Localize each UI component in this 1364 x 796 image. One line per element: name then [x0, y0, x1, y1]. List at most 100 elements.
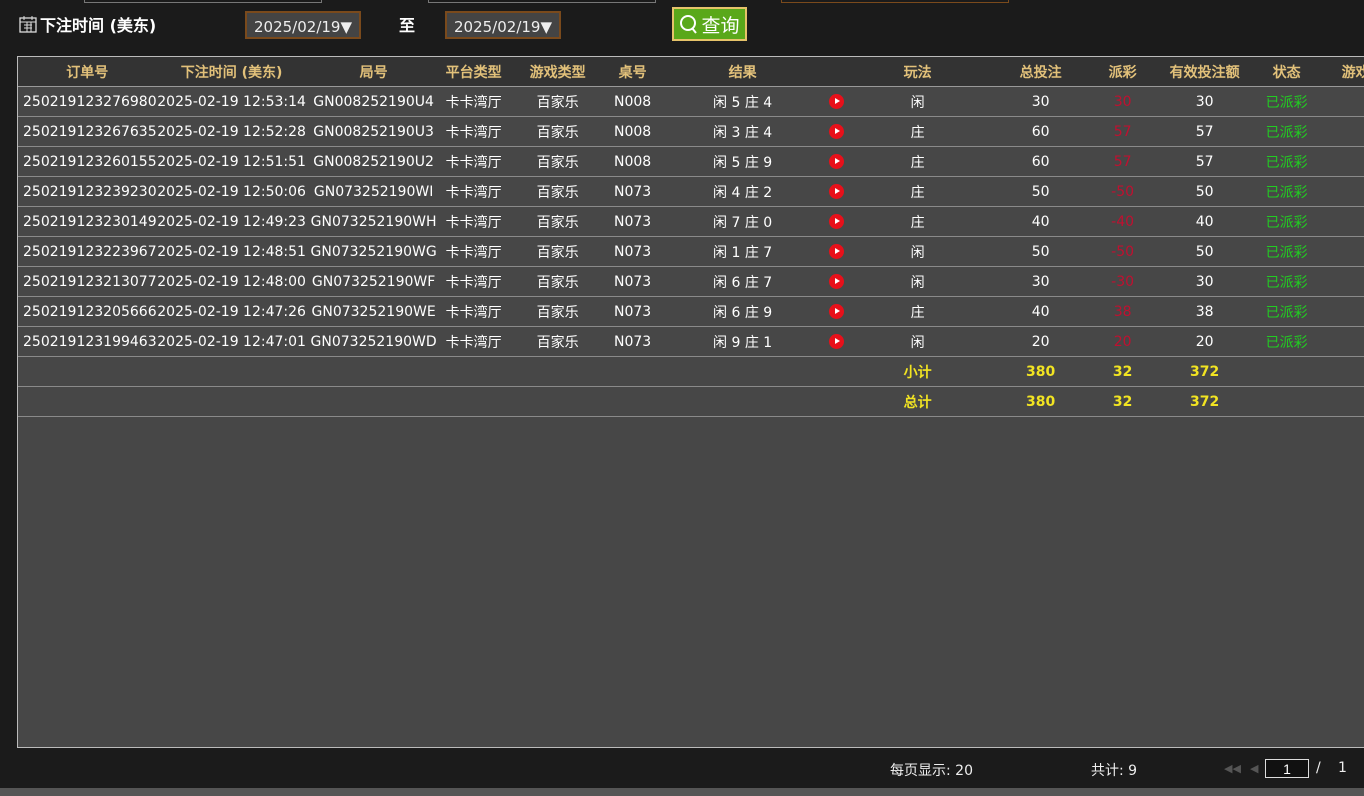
replay-cell [828, 86, 845, 117]
column-header: 总投注 [990, 57, 1091, 87]
status-badge: 已派彩 [1254, 206, 1319, 237]
result: 闲 5 庄 9 [656, 146, 829, 177]
round-number: GN073252190WE [306, 296, 441, 327]
play-video-icon[interactable] [829, 334, 845, 349]
game-type: 百家乐 [506, 146, 609, 177]
column-header: 订单号 [18, 57, 157, 87]
table-row: 250219123223967 2025-02-19 12:48:51 GN0732… [18, 236, 1364, 267]
table-row: 250219123205666 2025-02-19 12:47:26 GN0732… [18, 296, 1364, 327]
table-row: 250219123230149 2025-02-19 12:49:23 GN0732… [18, 206, 1364, 237]
platform-type: 卡卡湾厅 [440, 86, 507, 117]
column-header: 桌号 [608, 57, 657, 87]
total-bet: 50 [990, 176, 1091, 207]
bet-time: 2025-02-19 12:50:06 [156, 176, 307, 207]
result: 闲 4 庄 2 [656, 176, 829, 207]
query-button[interactable]: 查询 [672, 7, 747, 41]
column-header: 玩法 [844, 57, 991, 87]
play-video-icon[interactable] [829, 94, 845, 109]
table-row: 250219123213077 2025-02-19 12:48:00 GN0732… [18, 266, 1364, 297]
game-cell [1318, 266, 1364, 297]
payout: -50 [1090, 236, 1155, 267]
play-video-icon[interactable] [829, 304, 845, 319]
valid-bet: 20 [1154, 326, 1255, 357]
play-video-icon[interactable] [829, 184, 845, 199]
platform-type: 卡卡湾厅 [440, 326, 507, 357]
bet-records-table: 订单号 下注时间 (美东) 局号 平台类型 游戏类型 桌号 结果 玩法 总投注 派彩 有效投注额 状态… [17, 56, 1364, 748]
top-field-1 [84, 0, 322, 3]
column-header: 有效投注额 [1154, 57, 1255, 87]
first-page-button[interactable]: ◀◀ [1224, 762, 1241, 775]
empty-cell [156, 356, 307, 387]
subtotal-label: 小计 [844, 356, 991, 387]
table-number: N073 [608, 266, 657, 297]
replay-cell [828, 146, 845, 177]
table-number: N008 [608, 86, 657, 117]
status-badge: 已派彩 [1254, 146, 1319, 177]
table-row: 250219123260155 2025-02-19 12:51:51 GN0082… [18, 146, 1364, 177]
page-separator: / [1316, 760, 1321, 776]
payout: 57 [1090, 116, 1155, 147]
date-from-select[interactable]: 2025/02/19▼ [245, 11, 361, 39]
game-type: 百家乐 [506, 236, 609, 267]
status-badge: 已派彩 [1254, 236, 1319, 267]
play-video-icon[interactable] [829, 124, 845, 139]
valid-bet: 38 [1154, 296, 1255, 327]
round-number: GN073252190WG [306, 236, 441, 267]
total-bet: 20 [990, 326, 1091, 357]
valid-bet: 57 [1154, 146, 1255, 177]
result: 闲 3 庄 4 [656, 116, 829, 147]
round-number: GN008252190U4 [306, 86, 441, 117]
round-number: GN008252190U2 [306, 146, 441, 177]
game-cell [1318, 116, 1364, 147]
order-number: 250219123205666 [18, 296, 157, 327]
query-label: 查询 [701, 14, 740, 37]
prev-page-button[interactable]: ◀ [1250, 762, 1259, 775]
total-bet: 60 [990, 116, 1091, 147]
game-type: 百家乐 [506, 326, 609, 357]
play-video-icon[interactable] [829, 214, 845, 229]
valid-bet: 30 [1154, 86, 1255, 117]
play-video-icon[interactable] [829, 274, 845, 289]
order-number: 250219123267635 [18, 116, 157, 147]
filter-label-text: 下注时间 (美东) [40, 16, 157, 35]
play-video-icon[interactable] [829, 244, 845, 259]
subtotal-total-bet: 380 [990, 356, 1091, 387]
total-label: 总计 [844, 386, 991, 417]
replay-cell [828, 206, 845, 237]
status-badge: 已派彩 [1254, 176, 1319, 207]
replay-cell [828, 176, 845, 207]
bet-type: 庄 [844, 176, 991, 207]
column-header [828, 57, 845, 87]
date-to-select[interactable]: 2025/02/19▼ [445, 11, 561, 39]
status-badge: 已派彩 [1254, 326, 1319, 357]
empty-cell [828, 386, 845, 417]
subtotal-payout: 32 [1090, 356, 1155, 387]
subtotal-valid-bet: 372 [1154, 356, 1255, 387]
platform-type: 卡卡湾厅 [440, 266, 507, 297]
calendar-icon [19, 16, 37, 33]
game-type: 百家乐 [506, 296, 609, 327]
total-total-bet: 380 [990, 386, 1091, 417]
total-bet: 30 [990, 266, 1091, 297]
result: 闲 5 庄 4 [656, 86, 829, 117]
round-number: GN008252190U3 [306, 116, 441, 147]
bet-type: 闲 [844, 326, 991, 357]
result: 闲 9 庄 1 [656, 326, 829, 357]
to-label: 至 [399, 16, 416, 35]
platform-type: 卡卡湾厅 [440, 296, 507, 327]
empty-cell [1318, 386, 1364, 417]
play-video-icon[interactable] [829, 154, 845, 169]
empty-cell [506, 356, 609, 387]
page-number-input[interactable] [1265, 759, 1309, 778]
payout: 30 [1090, 86, 1155, 117]
bet-type: 闲 [844, 236, 991, 267]
bet-type: 庄 [844, 146, 991, 177]
game-cell [1318, 296, 1364, 327]
total-bet: 40 [990, 296, 1091, 327]
order-number: 250219123239230 [18, 176, 157, 207]
table-number: N008 [608, 146, 657, 177]
payout: -40 [1090, 206, 1155, 237]
empty-cell [506, 386, 609, 417]
round-number: GN073252190WD [306, 326, 441, 357]
empty-cell [1318, 356, 1364, 387]
